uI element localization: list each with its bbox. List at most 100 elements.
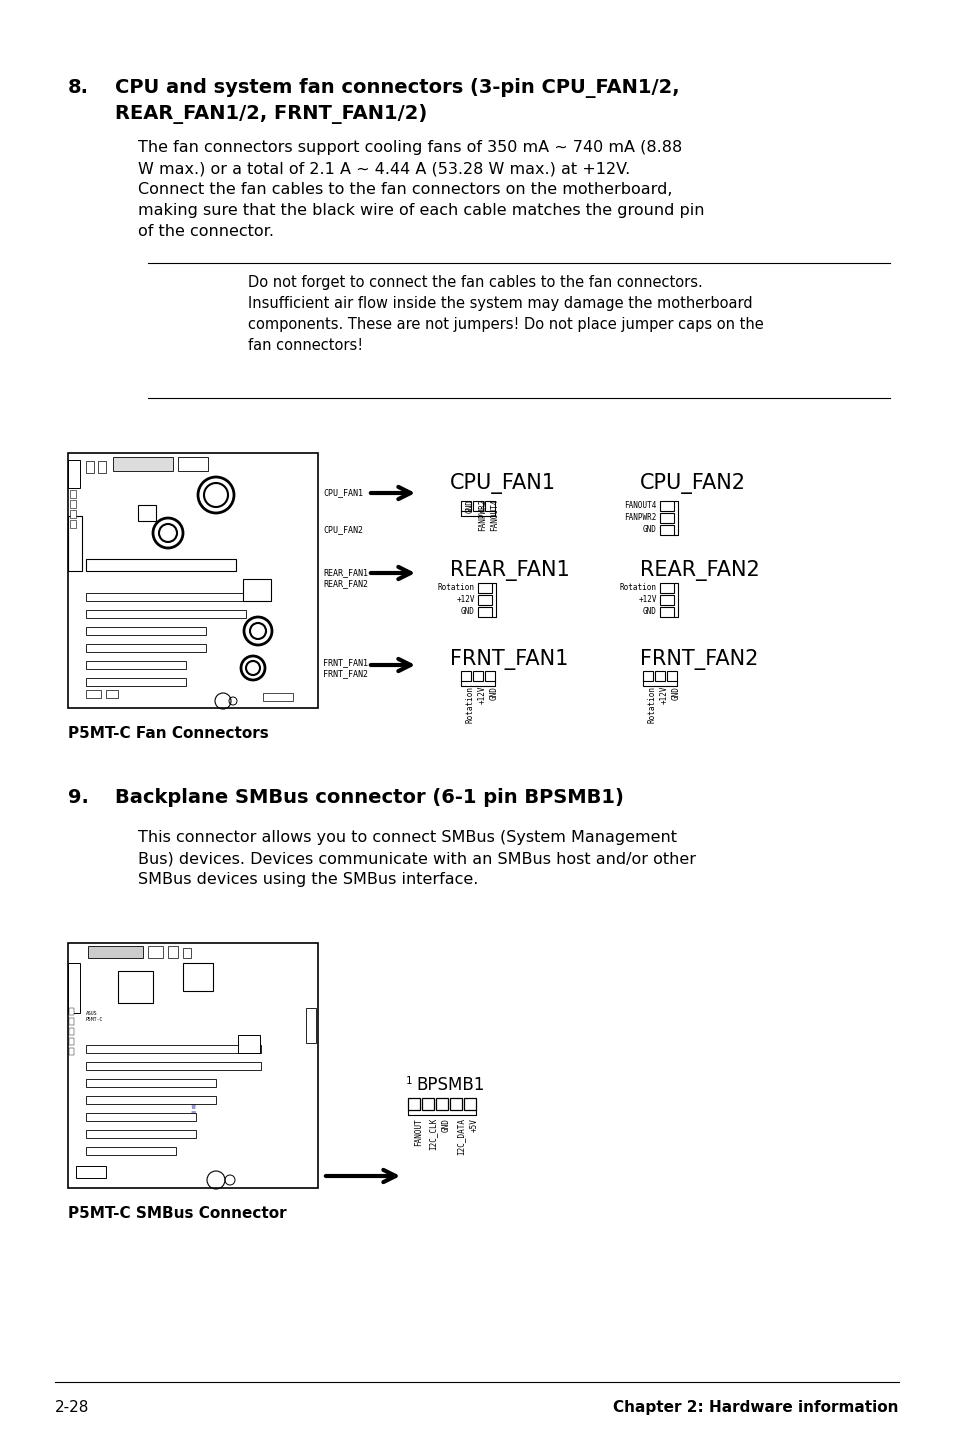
Bar — [98, 462, 106, 473]
Bar — [118, 971, 152, 1002]
Text: This connector allows you to connect SMBus (System Management
Bus) devices. Devi: This connector allows you to connect SMB… — [138, 830, 696, 887]
Bar — [642, 672, 652, 682]
Bar — [68, 516, 82, 571]
Bar — [69, 1048, 74, 1055]
Text: 8.: 8. — [68, 78, 89, 96]
Bar — [86, 1063, 261, 1070]
Text: Rotation: Rotation — [619, 584, 657, 592]
Text: FANOUT: FANOUT — [414, 1117, 422, 1146]
Bar — [659, 595, 673, 605]
Bar — [76, 1166, 106, 1178]
Bar — [463, 1099, 476, 1110]
Bar — [460, 500, 471, 510]
Bar — [86, 592, 246, 601]
Text: FANPWR2: FANPWR2 — [624, 513, 657, 522]
Bar — [86, 677, 186, 686]
Text: Chapter 2: Hardware information: Chapter 2: Hardware information — [613, 1401, 898, 1415]
Text: FANOUT4: FANOUT4 — [490, 499, 498, 532]
Bar — [86, 1148, 175, 1155]
Text: REAR_FAN1: REAR_FAN1 — [450, 559, 569, 581]
Bar — [436, 1099, 448, 1110]
Text: CPU and system fan connectors (3-pin CPU_FAN1/2,: CPU and system fan connectors (3-pin CPU… — [115, 78, 679, 98]
Bar — [86, 559, 235, 571]
Bar — [69, 1028, 74, 1035]
Text: P5MT-C SMBus Connector: P5MT-C SMBus Connector — [68, 1206, 286, 1221]
Text: GND: GND — [642, 607, 657, 617]
Text: FRNT_FAN2: FRNT_FAN2 — [639, 649, 758, 670]
Bar — [183, 963, 213, 991]
Bar — [421, 1099, 434, 1110]
Bar — [86, 1096, 215, 1104]
Bar — [86, 690, 101, 697]
Bar — [659, 513, 673, 523]
Text: Backplane SMBus connector (6-1 pin BPSMB1): Backplane SMBus connector (6-1 pin BPSMB… — [115, 788, 623, 807]
Text: +12V: +12V — [456, 595, 475, 604]
Bar — [86, 1113, 195, 1122]
Bar — [183, 948, 191, 958]
Bar — [477, 607, 492, 617]
Bar — [68, 460, 80, 487]
Bar — [86, 462, 94, 473]
Text: FANPWR2: FANPWR2 — [477, 499, 486, 532]
Bar — [450, 1099, 461, 1110]
Text: 9.: 9. — [68, 788, 89, 807]
Bar — [68, 963, 80, 1012]
Text: I2C_DATA: I2C_DATA — [456, 1117, 464, 1155]
Bar — [138, 505, 156, 521]
Text: REAR_FAN1/2, FRNT_FAN1/2): REAR_FAN1/2, FRNT_FAN1/2) — [115, 104, 427, 124]
Bar — [659, 500, 673, 510]
Bar — [460, 672, 471, 682]
Text: GND: GND — [465, 499, 475, 513]
Bar — [659, 525, 673, 535]
Bar — [68, 453, 317, 707]
Bar — [243, 580, 271, 601]
Bar — [88, 946, 143, 958]
Bar — [86, 1078, 215, 1087]
Bar — [69, 1018, 74, 1025]
Bar — [168, 946, 178, 958]
Text: REAR_FAN1
REAR_FAN2: REAR_FAN1 REAR_FAN2 — [323, 568, 368, 588]
Text: FRNT_FAN1
FRNT_FAN2: FRNT_FAN1 FRNT_FAN2 — [323, 659, 368, 679]
Bar — [70, 521, 76, 528]
Text: Rotation: Rotation — [465, 686, 475, 723]
Bar — [408, 1099, 419, 1110]
Text: GND: GND — [441, 1117, 451, 1132]
Bar — [86, 1130, 195, 1137]
Bar — [484, 500, 495, 510]
Text: Rotation: Rotation — [437, 584, 475, 592]
Bar — [477, 582, 492, 592]
Bar — [655, 672, 664, 682]
Bar — [659, 607, 673, 617]
Bar — [659, 582, 673, 592]
Bar — [666, 672, 677, 682]
Text: CPU_FAN2: CPU_FAN2 — [323, 525, 363, 533]
Text: GND: GND — [460, 607, 475, 617]
Bar — [484, 672, 495, 682]
Bar — [69, 1038, 74, 1045]
Bar — [86, 627, 206, 636]
Text: CPU_FAN2: CPU_FAN2 — [639, 473, 745, 495]
Bar — [477, 595, 492, 605]
Text: GND: GND — [642, 525, 657, 535]
Text: The fan connectors support cooling fans of 350 mA ~ 740 mA (8.88
W max.) or a to: The fan connectors support cooling fans … — [138, 139, 703, 239]
Bar — [112, 457, 172, 472]
Bar — [106, 690, 118, 697]
Bar — [86, 661, 186, 669]
Bar — [86, 1045, 261, 1053]
Text: !: ! — [187, 1096, 198, 1120]
Text: +12V: +12V — [477, 686, 486, 705]
Bar — [473, 672, 482, 682]
Text: ASUS
P5MT-C: ASUS P5MT-C — [86, 1011, 103, 1022]
Text: P5MT-C Fan Connectors: P5MT-C Fan Connectors — [68, 726, 269, 741]
Bar — [178, 457, 208, 472]
Text: FANOUT4: FANOUT4 — [624, 502, 657, 510]
Bar — [69, 1008, 74, 1015]
Bar — [148, 946, 163, 958]
Bar — [70, 500, 76, 508]
Bar — [68, 943, 317, 1188]
Text: CPU_FAN1: CPU_FAN1 — [323, 487, 363, 498]
Bar — [237, 1035, 260, 1053]
Text: REAR_FAN2: REAR_FAN2 — [639, 559, 759, 581]
Text: +5V: +5V — [470, 1117, 478, 1132]
Text: FRNT_FAN1: FRNT_FAN1 — [450, 649, 568, 670]
